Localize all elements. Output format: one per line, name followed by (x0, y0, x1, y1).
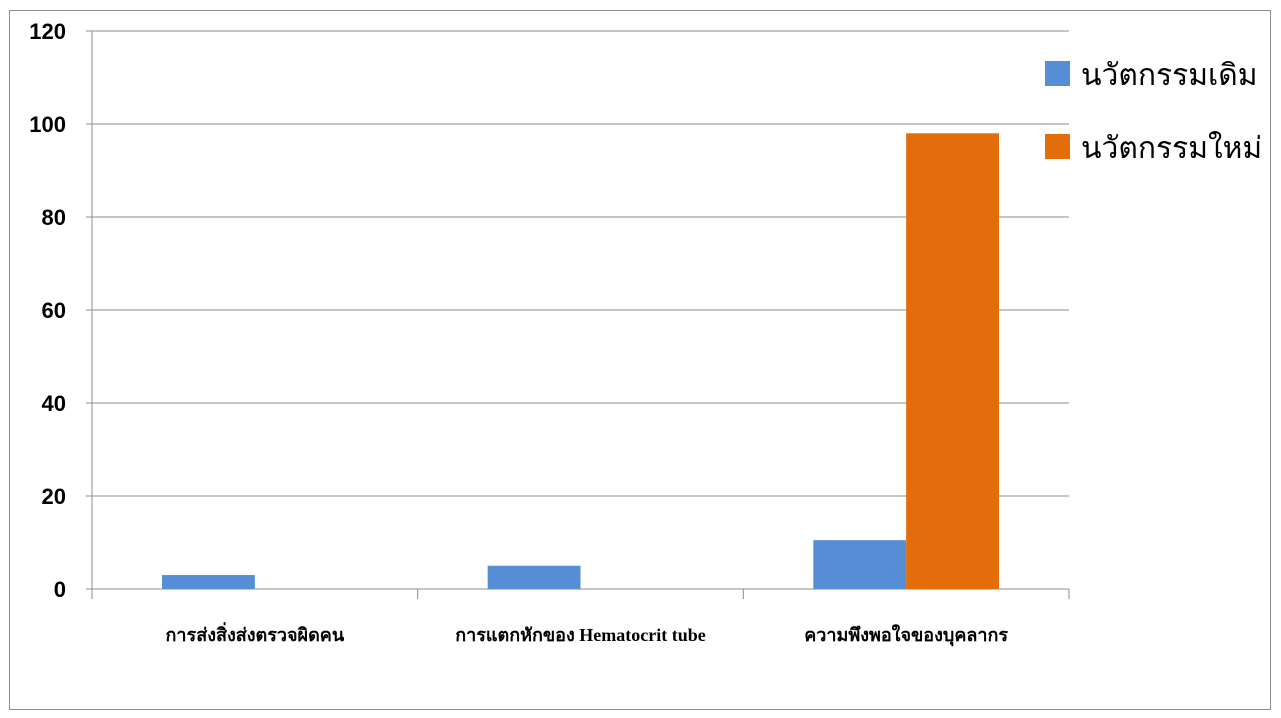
x-tick-label: การแตกหักของ Hematocrit tube (455, 625, 706, 645)
bar (487, 565, 581, 589)
y-tick-label: 40 (42, 391, 66, 416)
bar (162, 575, 255, 589)
legend-label: นวัตกรรมเดิม (1081, 59, 1258, 92)
legend-swatch (1045, 134, 1070, 159)
y-tick-label: 100 (29, 112, 66, 137)
y-axis-tick-labels: 0 20 40 60 80 100 120 (29, 19, 66, 602)
y-tick-label: 120 (29, 19, 66, 44)
bar (813, 540, 907, 589)
y-tick-label: 60 (42, 298, 66, 323)
legend: นวัตกรรมเดิมนวัตกรรมใหม่ (1045, 59, 1262, 165)
chart-frame (9, 10, 1271, 710)
x-tick-label: ความพึงพอใจของบุคลากร (804, 624, 1008, 647)
y-tick-label: 0 (54, 577, 66, 602)
legend-label: นวัตกรรมใหม่ (1081, 131, 1262, 165)
bars (162, 133, 999, 590)
x-tick-label: การส่งสิ่งส่งตรวจผิดคน (166, 622, 345, 645)
bar (906, 133, 999, 590)
legend-swatch (1045, 61, 1070, 86)
y-tick-label: 80 (42, 205, 66, 230)
x-axis-tick-labels: การส่งสิ่งส่งตรวจผิดคน การแตกหักของ Hemat… (166, 622, 1009, 647)
y-tick-label: 20 (42, 484, 66, 509)
